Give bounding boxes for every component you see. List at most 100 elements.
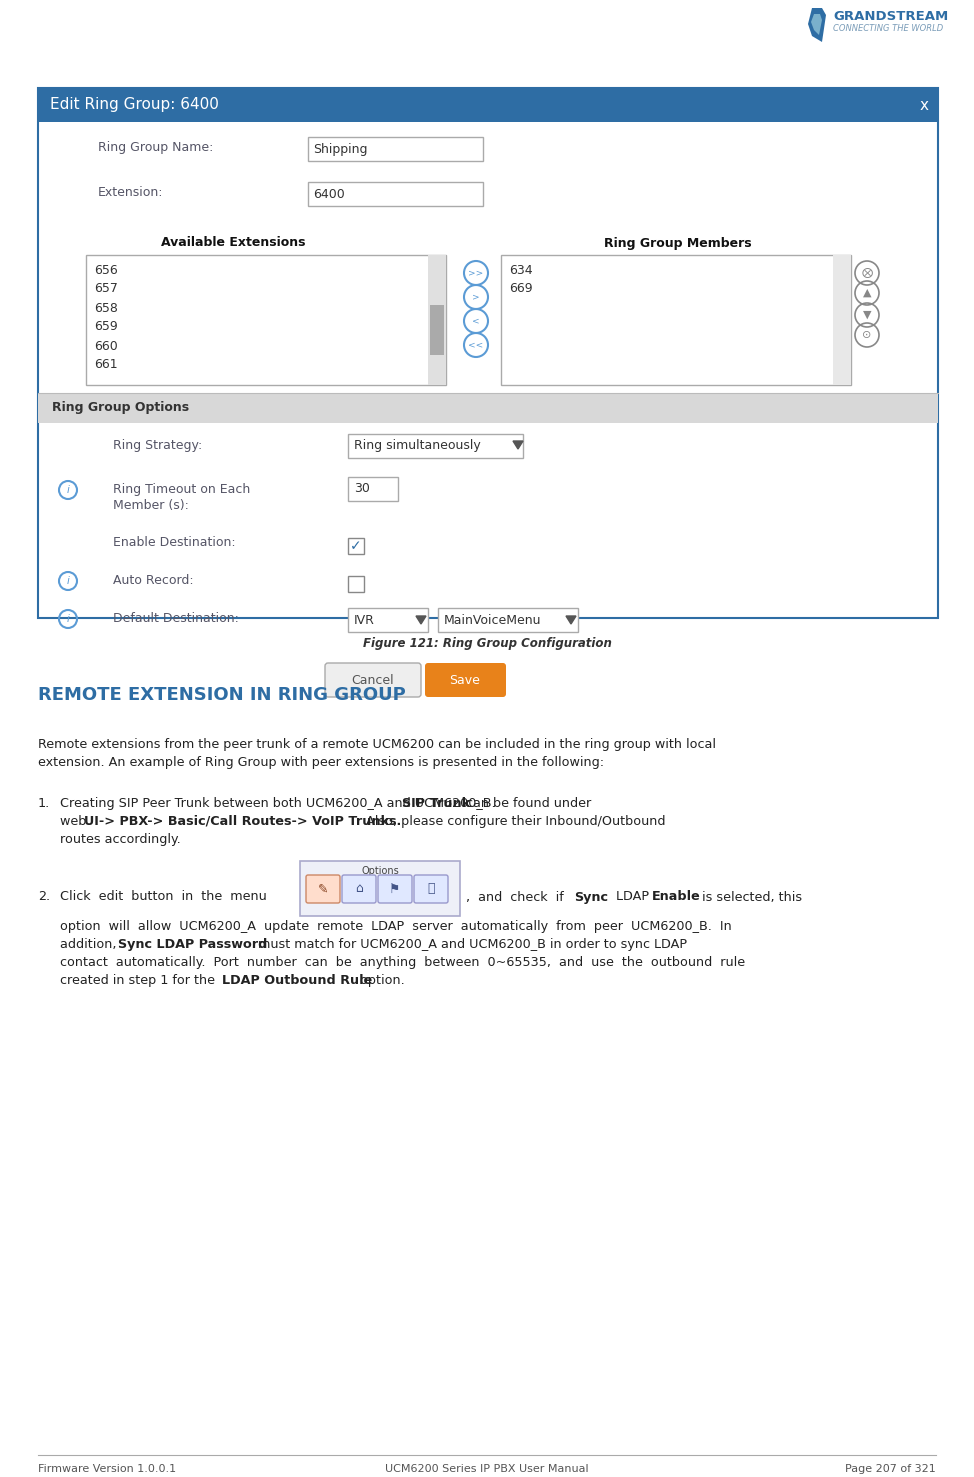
Text: Member (s):: Member (s):: [113, 499, 189, 511]
Text: Page 207 of 321: Page 207 of 321: [845, 1464, 936, 1474]
Text: 656: 656: [94, 263, 118, 276]
Text: addition,: addition,: [60, 938, 125, 951]
Polygon shape: [811, 13, 822, 35]
FancyBboxPatch shape: [86, 256, 446, 385]
Text: 659: 659: [94, 321, 118, 334]
Text: Click  edit  button  in  the  menu: Click edit button in the menu: [60, 891, 275, 904]
FancyBboxPatch shape: [342, 874, 376, 902]
Text: Enable: Enable: [652, 891, 700, 904]
FancyBboxPatch shape: [308, 182, 483, 205]
FancyBboxPatch shape: [38, 393, 938, 422]
FancyBboxPatch shape: [308, 137, 483, 161]
FancyBboxPatch shape: [378, 874, 412, 902]
Text: 6400: 6400: [313, 188, 345, 201]
Text: REMOTE EXTENSION IN RING GROUP: REMOTE EXTENSION IN RING GROUP: [38, 685, 406, 705]
Polygon shape: [513, 442, 523, 449]
Text: i: i: [66, 576, 69, 586]
Text: CONNECTING THE WORLD: CONNECTING THE WORLD: [833, 24, 943, 32]
Text: is selected, this: is selected, this: [694, 891, 803, 904]
Text: 669: 669: [509, 282, 533, 295]
FancyBboxPatch shape: [425, 663, 506, 697]
FancyBboxPatch shape: [348, 477, 398, 501]
Text: MainVoiceMenu: MainVoiceMenu: [444, 613, 542, 626]
Text: <<: <<: [468, 341, 484, 350]
Text: Ring Group Name:: Ring Group Name:: [98, 142, 213, 155]
Text: created in step 1 for the: created in step 1 for the: [60, 973, 223, 987]
FancyBboxPatch shape: [414, 874, 448, 902]
Text: ,  and  check  if: , and check if: [466, 891, 572, 904]
Text: x: x: [919, 97, 928, 112]
Text: 1.: 1.: [38, 798, 51, 809]
FancyBboxPatch shape: [348, 434, 523, 458]
Text: 30: 30: [354, 483, 370, 495]
Text: ⌂: ⌂: [356, 882, 363, 895]
Text: i: i: [66, 484, 69, 495]
Text: SIP Trunk: SIP Trunk: [402, 798, 470, 809]
FancyBboxPatch shape: [348, 538, 364, 554]
Text: UCM6200 Series IP PBX User Manual: UCM6200 Series IP PBX User Manual: [385, 1464, 589, 1474]
Text: ▲: ▲: [863, 288, 872, 298]
Text: Ring Group Members: Ring Group Members: [604, 236, 752, 250]
Text: ⊙: ⊙: [862, 329, 872, 340]
FancyBboxPatch shape: [501, 256, 851, 385]
FancyBboxPatch shape: [38, 89, 938, 617]
Text: Available Extensions: Available Extensions: [161, 236, 305, 250]
Text: can be found under: can be found under: [462, 798, 591, 809]
Text: Cancel: Cancel: [352, 674, 394, 687]
Text: Default Destination:: Default Destination:: [113, 613, 239, 625]
Text: ⨂: ⨂: [861, 267, 873, 278]
Text: 658: 658: [94, 301, 118, 315]
Text: Creating SIP Peer Trunk between both UCM6200_A and UCM6200_B.: Creating SIP Peer Trunk between both UCM…: [60, 798, 500, 809]
Text: UI-> PBX-> Basic/Call Routes-> VoIP Trunks.: UI-> PBX-> Basic/Call Routes-> VoIP Trun…: [84, 815, 401, 829]
Text: >>: >>: [468, 269, 484, 278]
Text: Also, please configure their Inbound/Outbound: Also, please configure their Inbound/Out…: [362, 815, 665, 829]
Text: option  will  allow  UCM6200_A  update  remote  LDAP  server  automatically  fro: option will allow UCM6200_A update remot…: [60, 920, 731, 933]
Text: ✓: ✓: [351, 539, 361, 552]
FancyBboxPatch shape: [38, 89, 938, 123]
Text: routes accordingly.: routes accordingly.: [60, 833, 181, 846]
Text: web: web: [60, 815, 91, 829]
Text: contact  automatically.  Port  number  can  be  anything  between  0~65535,  and: contact automatically. Port number can b…: [60, 956, 745, 969]
Text: Save: Save: [450, 674, 480, 687]
Polygon shape: [566, 616, 576, 623]
Text: 🗑: 🗑: [428, 882, 434, 895]
Text: LDAP Outbound Rule: LDAP Outbound Rule: [222, 973, 372, 987]
Text: option.: option.: [352, 973, 405, 987]
Text: 634: 634: [509, 263, 533, 276]
FancyBboxPatch shape: [430, 304, 444, 354]
Polygon shape: [808, 7, 826, 41]
FancyBboxPatch shape: [833, 256, 851, 385]
Text: Firmware Version 1.0.0.1: Firmware Version 1.0.0.1: [38, 1464, 176, 1474]
Text: Edit Ring Group: 6400: Edit Ring Group: 6400: [50, 97, 219, 112]
FancyBboxPatch shape: [348, 609, 428, 632]
Text: Ring simultaneously: Ring simultaneously: [354, 440, 481, 452]
Text: 661: 661: [94, 359, 118, 372]
Text: Ring Timeout on Each: Ring Timeout on Each: [113, 483, 250, 495]
FancyBboxPatch shape: [348, 576, 364, 592]
FancyBboxPatch shape: [306, 874, 340, 902]
Text: Sync: Sync: [574, 891, 608, 904]
Text: GRANDSTREAM: GRANDSTREAM: [833, 10, 949, 24]
Text: Auto Record:: Auto Record:: [113, 575, 194, 588]
Text: 657: 657: [94, 282, 118, 295]
Text: Extension:: Extension:: [98, 186, 164, 199]
FancyBboxPatch shape: [428, 256, 446, 385]
Text: Sync LDAP Password: Sync LDAP Password: [118, 938, 268, 951]
Polygon shape: [416, 616, 426, 623]
Text: IVR: IVR: [354, 613, 375, 626]
Text: 2.: 2.: [38, 891, 50, 904]
Text: Figure 121: Ring Group Configuration: Figure 121: Ring Group Configuration: [362, 637, 612, 650]
Text: i: i: [66, 614, 69, 623]
Text: Shipping: Shipping: [313, 142, 367, 155]
Text: <: <: [472, 316, 480, 325]
Text: >: >: [472, 292, 480, 301]
Text: must match for UCM6200_A and UCM6200_B in order to sync LDAP: must match for UCM6200_A and UCM6200_B i…: [250, 938, 687, 951]
Text: Remote extensions from the peer trunk of a remote UCM6200 can be included in the: Remote extensions from the peer trunk of…: [38, 738, 716, 750]
FancyBboxPatch shape: [438, 609, 578, 632]
Text: extension. An example of Ring Group with peer extensions is presented in the fol: extension. An example of Ring Group with…: [38, 756, 604, 770]
FancyBboxPatch shape: [325, 663, 421, 697]
Text: Options: Options: [361, 866, 399, 876]
Text: LDAP: LDAP: [608, 891, 657, 904]
Text: ⚑: ⚑: [390, 882, 400, 895]
Text: 660: 660: [94, 340, 118, 353]
